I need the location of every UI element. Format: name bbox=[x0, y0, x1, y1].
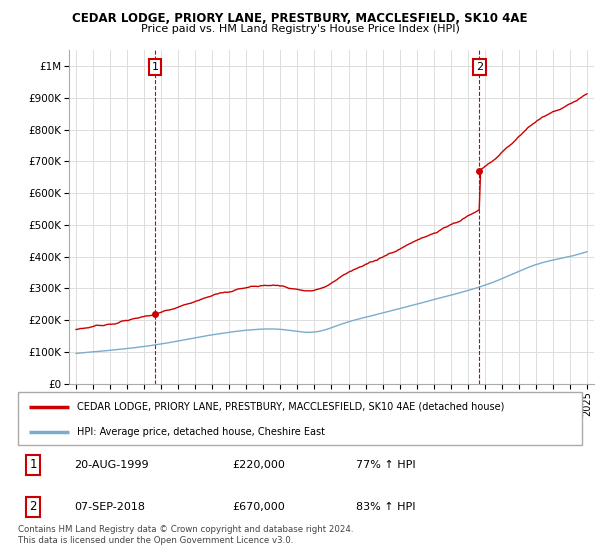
Text: CEDAR LODGE, PRIORY LANE, PRESTBURY, MACCLESFIELD, SK10 4AE: CEDAR LODGE, PRIORY LANE, PRESTBURY, MAC… bbox=[72, 12, 528, 25]
Text: £670,000: £670,000 bbox=[232, 502, 285, 512]
Text: 1: 1 bbox=[29, 458, 37, 471]
Text: 07-SEP-2018: 07-SEP-2018 bbox=[74, 502, 145, 512]
Text: 2: 2 bbox=[29, 501, 37, 514]
Text: £220,000: £220,000 bbox=[232, 460, 285, 470]
Text: 83% ↑ HPI: 83% ↑ HPI bbox=[356, 502, 416, 512]
Text: 77% ↑ HPI: 77% ↑ HPI bbox=[356, 460, 416, 470]
Text: 20-AUG-1999: 20-AUG-1999 bbox=[74, 460, 149, 470]
Text: CEDAR LODGE, PRIORY LANE, PRESTBURY, MACCLESFIELD, SK10 4AE (detached house): CEDAR LODGE, PRIORY LANE, PRESTBURY, MAC… bbox=[77, 402, 505, 412]
Text: 2: 2 bbox=[476, 62, 483, 72]
Text: Price paid vs. HM Land Registry's House Price Index (HPI): Price paid vs. HM Land Registry's House … bbox=[140, 24, 460, 34]
FancyBboxPatch shape bbox=[18, 392, 582, 445]
Text: 1: 1 bbox=[151, 62, 158, 72]
Text: HPI: Average price, detached house, Cheshire East: HPI: Average price, detached house, Ches… bbox=[77, 427, 325, 437]
Text: Contains HM Land Registry data © Crown copyright and database right 2024.
This d: Contains HM Land Registry data © Crown c… bbox=[18, 525, 353, 545]
